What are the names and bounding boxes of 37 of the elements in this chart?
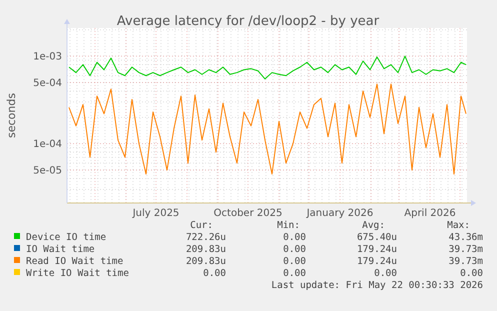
x-tick-label: October 2025: [214, 208, 282, 219]
y-tick-label: 1e-04: [33, 139, 62, 150]
text: 0.00: [460, 268, 484, 279]
legend-label: Write IO Wait time: [26, 268, 130, 279]
text: 0.00: [283, 268, 306, 279]
x-tick-label: January 2026: [306, 208, 374, 219]
text: 43.36m: [448, 232, 484, 243]
text: 0.00: [374, 268, 398, 279]
text: Cur:: [190, 220, 213, 231]
text: Avg:: [362, 220, 385, 231]
text: 39.73m: [448, 244, 484, 255]
text: 722.26u: [186, 232, 226, 243]
y-tick-label: 1e-03: [33, 52, 62, 63]
text: 0.00: [283, 232, 306, 243]
text: 209.83u: [186, 244, 226, 255]
y-tick-label: 5e-05: [33, 166, 62, 177]
line-series: [68, 56, 466, 80]
text: 0.00: [283, 244, 306, 255]
x-tick-label: July 2025: [132, 208, 180, 219]
legend-label: IO Wait time: [26, 244, 95, 255]
legend-label: Device IO time: [26, 232, 106, 243]
legend-label: Read IO Wait time: [26, 256, 124, 267]
text: 0.00: [203, 268, 226, 279]
x-tick-label: April 2026: [404, 208, 456, 219]
chart-title: Average latency for /dev/loop2 - by year: [116, 14, 380, 29]
text: 0.00: [283, 256, 306, 267]
y-tick-label: 5e-04: [33, 78, 62, 90]
text: 39.73m: [448, 256, 484, 267]
text: 179.24u: [356, 256, 397, 267]
y-axis-title: seconds: [5, 92, 18, 138]
text: 209.83u: [186, 256, 226, 267]
text: Min:: [277, 220, 300, 231]
line-series: [68, 84, 466, 175]
text: 675.40u: [356, 232, 397, 243]
text: Max:: [447, 220, 470, 231]
text: Last update: Fri May 22 00:30:33 2026: [271, 280, 484, 291]
text: 179.24u: [356, 244, 397, 255]
